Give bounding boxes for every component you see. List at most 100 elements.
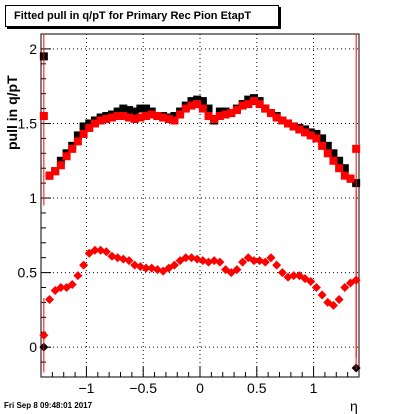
data-point-square [255, 100, 264, 109]
data-point-square [278, 116, 287, 125]
data-point-square [210, 115, 219, 124]
data-point-diamond [56, 283, 66, 293]
data-point-square [193, 100, 202, 109]
data-point-square [170, 116, 179, 125]
data-point-diamond [215, 257, 225, 267]
data-point-square [56, 161, 65, 170]
data-point-square [318, 141, 327, 150]
data-point-square [79, 122, 88, 131]
timestamp: Fri Sep 8 09:48:01 2017 [4, 401, 93, 410]
data-point-diamond [141, 263, 151, 273]
data-point-square [187, 97, 196, 106]
data-point-square [164, 115, 173, 124]
data-point-square [238, 101, 247, 110]
data-point-square [306, 131, 315, 140]
data-point-square [73, 131, 82, 140]
data-point-square [56, 156, 65, 165]
data-point-diamond [328, 300, 338, 310]
data-point-square [130, 107, 139, 116]
data-point-square [346, 174, 355, 183]
data-point-square [62, 152, 71, 161]
x-tick-label: −0.5 [129, 380, 157, 396]
data-point-square [125, 113, 134, 122]
data-point-square [272, 113, 281, 122]
data-point-square [335, 156, 344, 165]
data-point-square [119, 104, 128, 113]
y-tick-label: 1.5 [18, 115, 38, 131]
data-point-square [113, 107, 122, 116]
data-point-diamond [289, 271, 299, 281]
data-point-square [85, 119, 94, 128]
data-point-diamond [317, 290, 327, 300]
data-point-square [85, 123, 94, 132]
data-point-square [125, 106, 134, 115]
data-point-diamond [260, 257, 270, 267]
data-point-square [130, 115, 139, 124]
data-point-square [329, 149, 338, 158]
data-point-square [119, 112, 128, 121]
data-point-diamond [340, 283, 350, 293]
data-point-square [198, 104, 207, 113]
data-point-square [153, 112, 162, 121]
data-point-square [340, 171, 349, 180]
data-point-square [301, 128, 310, 137]
data-point-square [142, 112, 151, 121]
data-point-square [329, 156, 338, 165]
data-point-diamond [124, 256, 134, 266]
data-point-square [187, 101, 196, 110]
data-point-diamond [249, 256, 259, 266]
data-point-square [136, 104, 145, 113]
y-tick-label: 0 [29, 339, 37, 355]
data-point-square [232, 106, 241, 115]
data-point-diamond [67, 280, 77, 290]
data-points [39, 34, 361, 373]
data-point-square [266, 109, 275, 118]
data-point-square [107, 113, 116, 122]
data-point-square [215, 107, 224, 116]
data-point-square [96, 116, 105, 125]
data-point-diamond [334, 294, 344, 304]
data-point-square [249, 97, 258, 106]
data-point-diamond [311, 283, 321, 293]
data-point-square [221, 110, 230, 119]
data-point-diamond [306, 277, 316, 287]
data-point-square [289, 122, 298, 131]
x-axis-label: η [350, 398, 358, 414]
grid-lines [41, 34, 359, 377]
data-point-square [113, 112, 122, 121]
data-point-diamond [232, 265, 242, 275]
data-point-square [284, 119, 293, 128]
data-point-diamond [169, 260, 179, 270]
data-point-square [181, 104, 190, 113]
y-tick-label: 1 [29, 190, 37, 206]
x-tick-label: 0.5 [247, 380, 267, 396]
data-point-square [170, 112, 179, 121]
data-point-diamond [181, 253, 191, 263]
data-point-square [45, 171, 54, 180]
x-tick-label: 1 [310, 380, 318, 396]
chart-title: Fitted pull in q/pT for Primary Rec Pion… [5, 5, 279, 27]
data-point-square [68, 144, 77, 153]
data-point-square [295, 125, 304, 134]
data-point-square [312, 134, 321, 143]
data-point-square [227, 109, 236, 118]
data-point-square [198, 97, 207, 106]
data-point-diamond [90, 245, 100, 255]
y-tick-label: 2 [29, 41, 37, 57]
data-point-square [193, 95, 202, 104]
data-point-diamond [277, 268, 287, 278]
data-point-square [340, 164, 349, 173]
data-point-diamond [238, 257, 248, 267]
y-axis-label: pull in q/pT [4, 75, 20, 150]
data-point-square [73, 137, 82, 146]
data-point-square [176, 110, 185, 119]
data-point-square [261, 104, 270, 113]
data-point-square [244, 95, 253, 104]
plot-frame [40, 33, 360, 378]
data-point-diamond [266, 253, 276, 263]
y-tick-label: 0.5 [18, 265, 38, 281]
axes: −1 −0.5 0 0.5 1 0 0.5 1 1.5 2 [18, 41, 349, 396]
data-point-square [204, 112, 213, 121]
data-point-square [102, 115, 111, 124]
